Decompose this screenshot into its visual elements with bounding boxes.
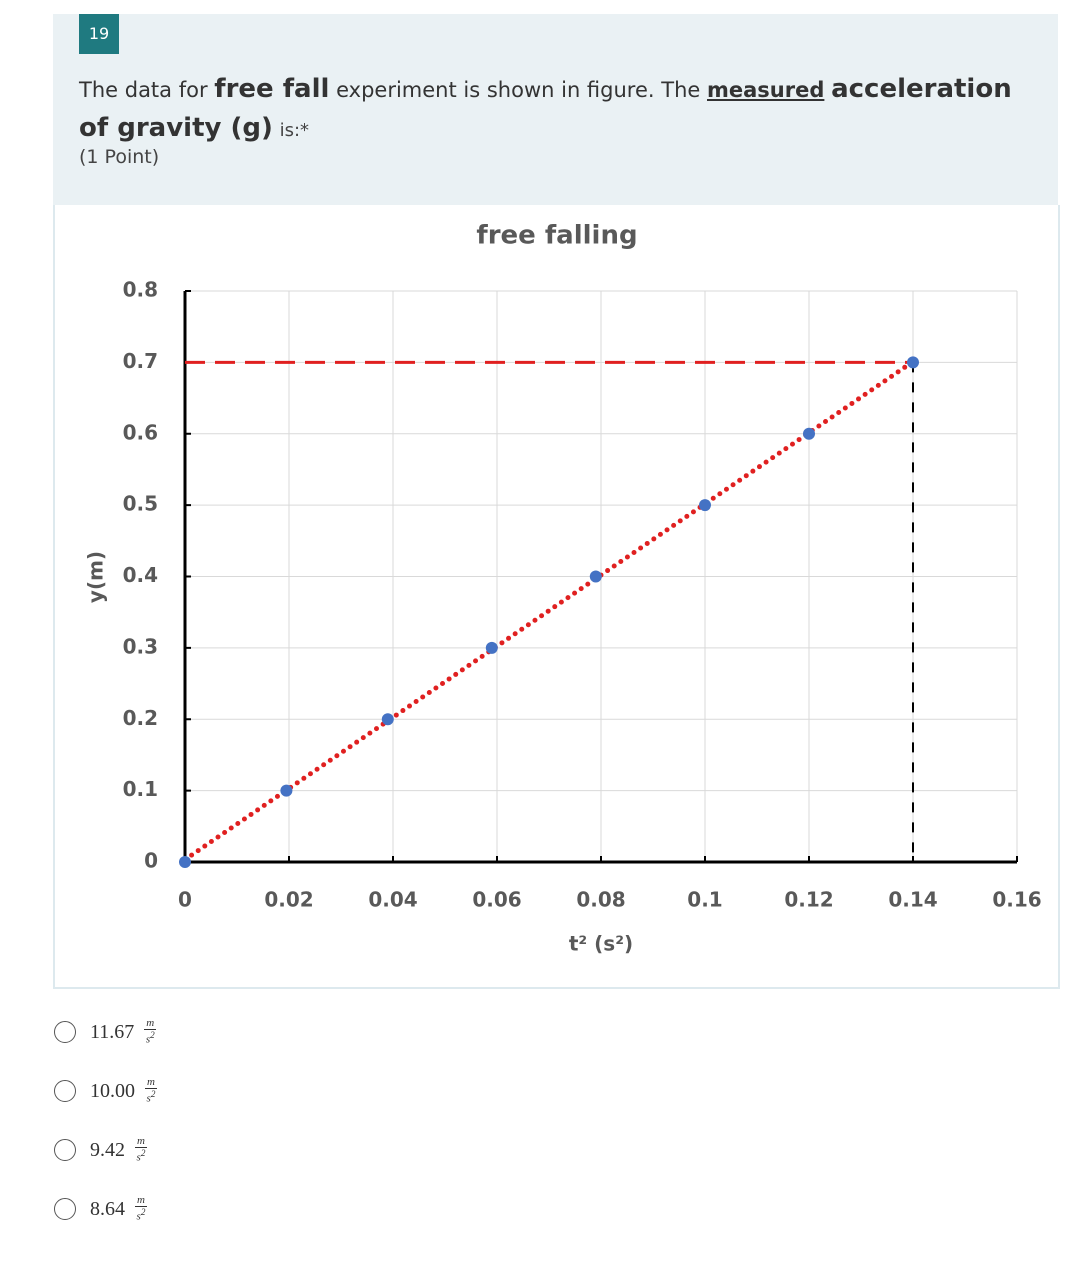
text: experiment is shown in figure. The: [336, 78, 701, 102]
y-axis-label: y(m): [84, 551, 108, 603]
y-tick-label: 0.8: [123, 278, 158, 302]
y-tick-label: 0.6: [123, 420, 158, 444]
radio-button[interactable]: [54, 1080, 76, 1102]
option-value: 9.42: [90, 1138, 125, 1161]
unit-denominator: s2: [137, 1148, 146, 1164]
x-tick-label: 0.12: [784, 888, 833, 912]
unit-base: s: [136, 1151, 141, 1164]
x-tick-label: 0.06: [472, 888, 521, 912]
unit-numerator: m: [145, 1076, 157, 1090]
y-tick-label: 0.5: [123, 492, 158, 516]
trendline: [182, 359, 916, 863]
x-tick-label: 0.04: [368, 888, 417, 912]
data-point: [485, 641, 498, 654]
radio-button[interactable]: [54, 1198, 76, 1220]
unit-numerator: m: [144, 1017, 157, 1031]
data-point: [803, 427, 815, 440]
unit: m s2: [145, 1077, 157, 1105]
x-tick-label: 0.02: [264, 888, 313, 912]
unit-base: s: [146, 1092, 151, 1105]
data-point: [907, 356, 919, 369]
option-value: 11.67: [90, 1020, 135, 1043]
text-underlined: measured: [707, 78, 825, 102]
question-number: 19: [79, 14, 119, 54]
option[interactable]: 11.67 m s2: [54, 1017, 157, 1046]
x-tick-label: 0.14: [888, 888, 937, 912]
y-tick-label: 0: [144, 849, 158, 873]
x-axis-label: t² (s²): [569, 932, 633, 956]
unit-exponent: 2: [140, 1148, 146, 1159]
data-point: [280, 784, 293, 797]
x-tick-label: 0: [178, 888, 192, 912]
option[interactable]: 10.00 m s2: [54, 1077, 157, 1105]
chart: free falling t² (s²) y(m) 0 0.1 0.2 0.3 0.4 0…: [84, 221, 1042, 956]
unit-exponent: 2: [150, 1089, 156, 1100]
option-value: 8.64: [90, 1197, 125, 1220]
unit-numerator: m: [135, 1194, 147, 1208]
x-tick-label: 0.08: [576, 888, 625, 912]
y-tick-label: 0.7: [123, 349, 158, 373]
unit: m s2: [135, 1195, 147, 1223]
text-bold: acceleration of gravity (g): [79, 74, 1012, 143]
text: The data for: [79, 78, 208, 102]
unit-base: s: [145, 1033, 151, 1046]
option-value: 10.00: [90, 1079, 135, 1102]
required-mark: *: [300, 120, 310, 141]
unit-exponent: 2: [150, 1030, 155, 1041]
unit-base: s: [136, 1210, 141, 1223]
text-bold: free fall: [214, 74, 330, 104]
x-tick-label: 0.16: [992, 888, 1041, 912]
data-point: [179, 856, 191, 868]
unit: m s2: [144, 1017, 157, 1046]
unit: m s2: [135, 1136, 147, 1164]
unit-numerator: m: [135, 1135, 147, 1149]
y-tick-label: 0.1: [123, 777, 158, 801]
radio-button[interactable]: [54, 1139, 76, 1161]
text: is:: [279, 120, 301, 141]
unit-exponent: 2: [140, 1207, 146, 1218]
x-tick-label: 0.1: [687, 888, 722, 912]
y-tick-label: 0.4: [123, 563, 158, 587]
option[interactable]: 8.64 m s2: [54, 1195, 147, 1223]
unit-denominator: s2: [147, 1089, 156, 1105]
question-text: The data for free fall experiment is sho…: [79, 70, 1029, 150]
radio-button[interactable]: [54, 1021, 76, 1043]
unit-denominator: s2: [146, 1030, 155, 1046]
y-tick-label: 0.3: [123, 634, 158, 658]
chart-title: free falling: [476, 221, 637, 251]
y-tick-label: 0.2: [123, 706, 158, 730]
question-panel: 19 The data for free fall experiment is …: [53, 14, 1058, 205]
points: (1 Point): [79, 146, 160, 168]
data-point: [381, 713, 394, 726]
option[interactable]: 9.42 m s2: [54, 1136, 147, 1164]
chart-container: [53, 205, 1060, 989]
unit-denominator: s2: [137, 1207, 146, 1223]
data-point: [589, 570, 602, 583]
data-point: [699, 499, 711, 512]
